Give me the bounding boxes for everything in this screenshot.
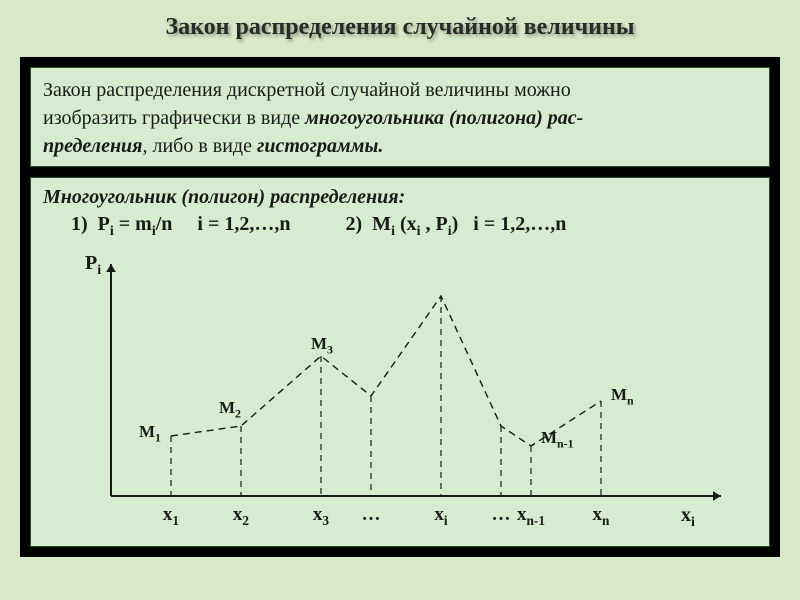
chart-x-tick: x2 <box>233 504 249 529</box>
intro-line3: пределения, либо в виде гистограммы. <box>43 132 757 160</box>
chart-x-tick: xn-1 <box>517 504 545 529</box>
polygon-panel: Многоугольник (полигон) распределения: 1… <box>30 177 770 547</box>
chart-x-tick: x3 <box>313 504 329 529</box>
formulas: 1) Pi = mi/n i = 1,2,…,n 2) Mi (xi , Pi)… <box>43 213 757 240</box>
f1-num: 1) <box>71 213 88 235</box>
chart-x-tick: xi <box>434 504 447 529</box>
chart-point-label: Mn-1 <box>541 428 574 451</box>
y-axis-label: Pi <box>85 252 101 279</box>
intro-2a: изобразить графически в виде <box>43 107 305 129</box>
intro-panel: Закон распределения дискретной случайной… <box>30 67 770 167</box>
x-axis-label: xi <box>681 504 695 531</box>
chart-x-tick: … <box>492 504 511 526</box>
polygon-chart: Pi xi M1x1M2x2M3x3…xi…Mn-1xn-1Mnxn <box>91 256 731 536</box>
page-title: Закон распределения случайной величины <box>0 14 800 41</box>
chart-point-label: M1 <box>139 422 161 445</box>
chart-x-tick: xn <box>593 504 610 529</box>
intro-3b: , либо в виде <box>142 135 257 157</box>
content-frame: Закон распределения дискретной случайной… <box>20 57 780 557</box>
chart-point-label: M3 <box>311 334 333 357</box>
f2-num: 2) <box>346 213 363 235</box>
intro-3a: пределения <box>43 135 142 157</box>
chart-x-tick: x1 <box>163 504 179 529</box>
chart-x-tick: … <box>362 504 381 526</box>
chart-point-label: M2 <box>219 398 241 421</box>
intro-3c: гистограммы. <box>257 135 383 157</box>
intro-line2: изобразить графически в виде многоугольн… <box>43 104 757 132</box>
polygon-heading: Многоугольник (полигон) распределения: <box>43 186 757 209</box>
chart-point-label: Mn <box>611 385 634 408</box>
intro-line1: Закон распределения дискретной случайной… <box>43 76 757 104</box>
intro-2b: многоугольника (полигона) рас- <box>305 107 583 129</box>
